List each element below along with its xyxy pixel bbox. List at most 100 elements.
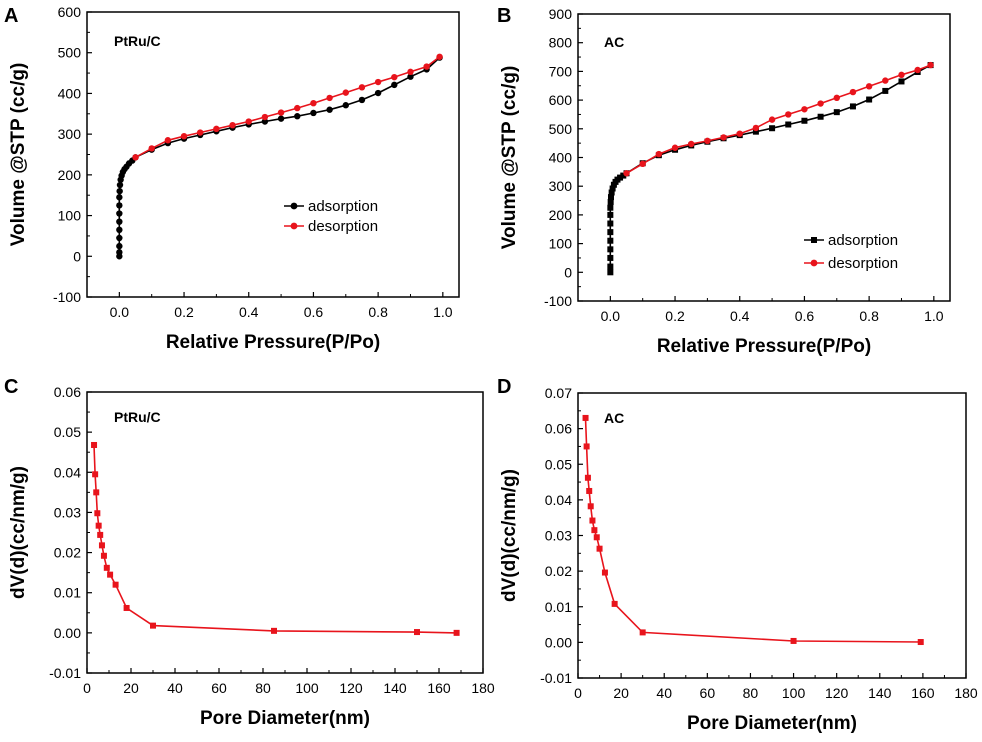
data-point (720, 134, 727, 141)
data-point (180, 132, 188, 140)
data-point (584, 474, 591, 481)
data-point (601, 569, 608, 576)
series-line (93, 444, 457, 634)
y-tick-label: 300 (58, 126, 82, 142)
y-tick-label: 100 (549, 236, 573, 252)
series-pore-size-distribution (91, 441, 460, 636)
data-point (609, 185, 616, 192)
data-point (94, 510, 101, 517)
data-point (116, 234, 123, 242)
panel-d: D 0 20 40 60 80 100 120 140 160 180 -0.01 0.00 0.01 0.… (497, 376, 978, 734)
panel-letter: C (4, 376, 18, 398)
x-tick-label: 0 (83, 680, 91, 696)
panel-c: C 0 20 40 60 80 100 120 140 160 180 -0.01 0.00 0.01 0.… (4, 376, 495, 729)
data-point (414, 629, 420, 636)
data-point (591, 527, 598, 534)
y-axis-label: Volume @STP (cc/g) (499, 66, 520, 250)
data-point (107, 571, 114, 578)
data-point (358, 96, 366, 104)
y-tick-label: 0.02 (545, 563, 572, 579)
data-point (898, 71, 905, 79)
x-tick-label: 0 (574, 685, 582, 701)
x-tick-label: 160 (911, 685, 935, 701)
x-tick-label: 100 (782, 685, 806, 701)
x-tick-label: 160 (427, 680, 451, 696)
data-point (790, 637, 797, 644)
data-point (768, 116, 776, 123)
data-point (277, 115, 285, 122)
data-point (607, 237, 614, 244)
x-tick-label: 0.4 (730, 308, 750, 324)
data-point (436, 53, 443, 60)
y-tick-label: 0.01 (545, 599, 572, 615)
y-tick-label: 0 (73, 248, 81, 264)
y-tick-label: 100 (58, 208, 82, 224)
legend-marker (810, 259, 818, 267)
legend-marker (290, 202, 298, 210)
data-point (587, 503, 594, 510)
x-tick-label: 140 (868, 685, 892, 701)
data-point (607, 229, 614, 236)
data-point (583, 443, 590, 450)
data-point (817, 113, 824, 120)
plot-frame (577, 392, 967, 679)
data-point (607, 198, 614, 205)
data-point (92, 471, 99, 478)
panel-b: B 0.0 0.2 0.4 0.6 0.8 1.0 -100 0 100 200 300 400 500 6… (497, 5, 951, 357)
data-point (93, 489, 100, 496)
data-point (294, 113, 301, 120)
x-tick-label: 120 (339, 680, 363, 696)
y-tick-label: 600 (58, 4, 82, 20)
data-point (132, 154, 139, 161)
y-tick-label: -0.01 (540, 670, 572, 686)
data-point (358, 84, 366, 91)
data-point (310, 109, 317, 117)
data-point (391, 81, 398, 89)
x-tick-label: 0.8 (368, 304, 388, 320)
x-axis-label: Relative Pressure(P/Po) (166, 332, 380, 353)
data-point (801, 106, 808, 113)
data-point (116, 187, 123, 195)
data-point (453, 629, 460, 636)
data-point (245, 118, 252, 125)
x-tick-label: 0.0 (601, 308, 621, 324)
data-point (639, 160, 646, 168)
x-tick-label: 80 (743, 685, 759, 701)
series-desorption (623, 61, 934, 177)
data-point (607, 263, 614, 270)
y-tick-label: 0.06 (545, 421, 572, 437)
y-tick-label: 800 (549, 35, 573, 51)
data-point (98, 542, 105, 549)
y-tick-label: 500 (58, 45, 82, 61)
sample-annotation: PtRu/C (114, 409, 161, 425)
data-point (704, 137, 711, 145)
data-point (688, 140, 695, 148)
plot-frame (86, 391, 484, 674)
data-point (801, 117, 808, 124)
y-tick-label: 0.04 (545, 492, 572, 508)
x-tick-label: 60 (700, 685, 716, 701)
data-point (593, 534, 600, 541)
panel-letter: A (4, 5, 18, 27)
data-point (294, 104, 301, 112)
data-point (261, 113, 269, 121)
data-point (164, 137, 172, 144)
y-axis-label: Volume @STP (cc/g) (8, 63, 29, 247)
data-point (342, 102, 349, 109)
y-tick-label: 600 (549, 92, 573, 108)
data-point (752, 128, 759, 135)
data-point (582, 414, 589, 421)
x-tick-label: 0.4 (239, 304, 259, 320)
data-point (97, 531, 104, 538)
data-point (586, 487, 593, 494)
data-point (671, 144, 679, 151)
data-point (277, 109, 285, 116)
y-tick-label: 400 (58, 85, 82, 101)
y-tick-label: 700 (549, 63, 573, 79)
panel-letter: D (497, 376, 511, 398)
y-tick-label: 900 (549, 6, 573, 22)
data-point (123, 604, 130, 611)
data-point (150, 622, 156, 629)
data-point (898, 78, 905, 85)
x-tick-label: 0.8 (859, 308, 879, 324)
